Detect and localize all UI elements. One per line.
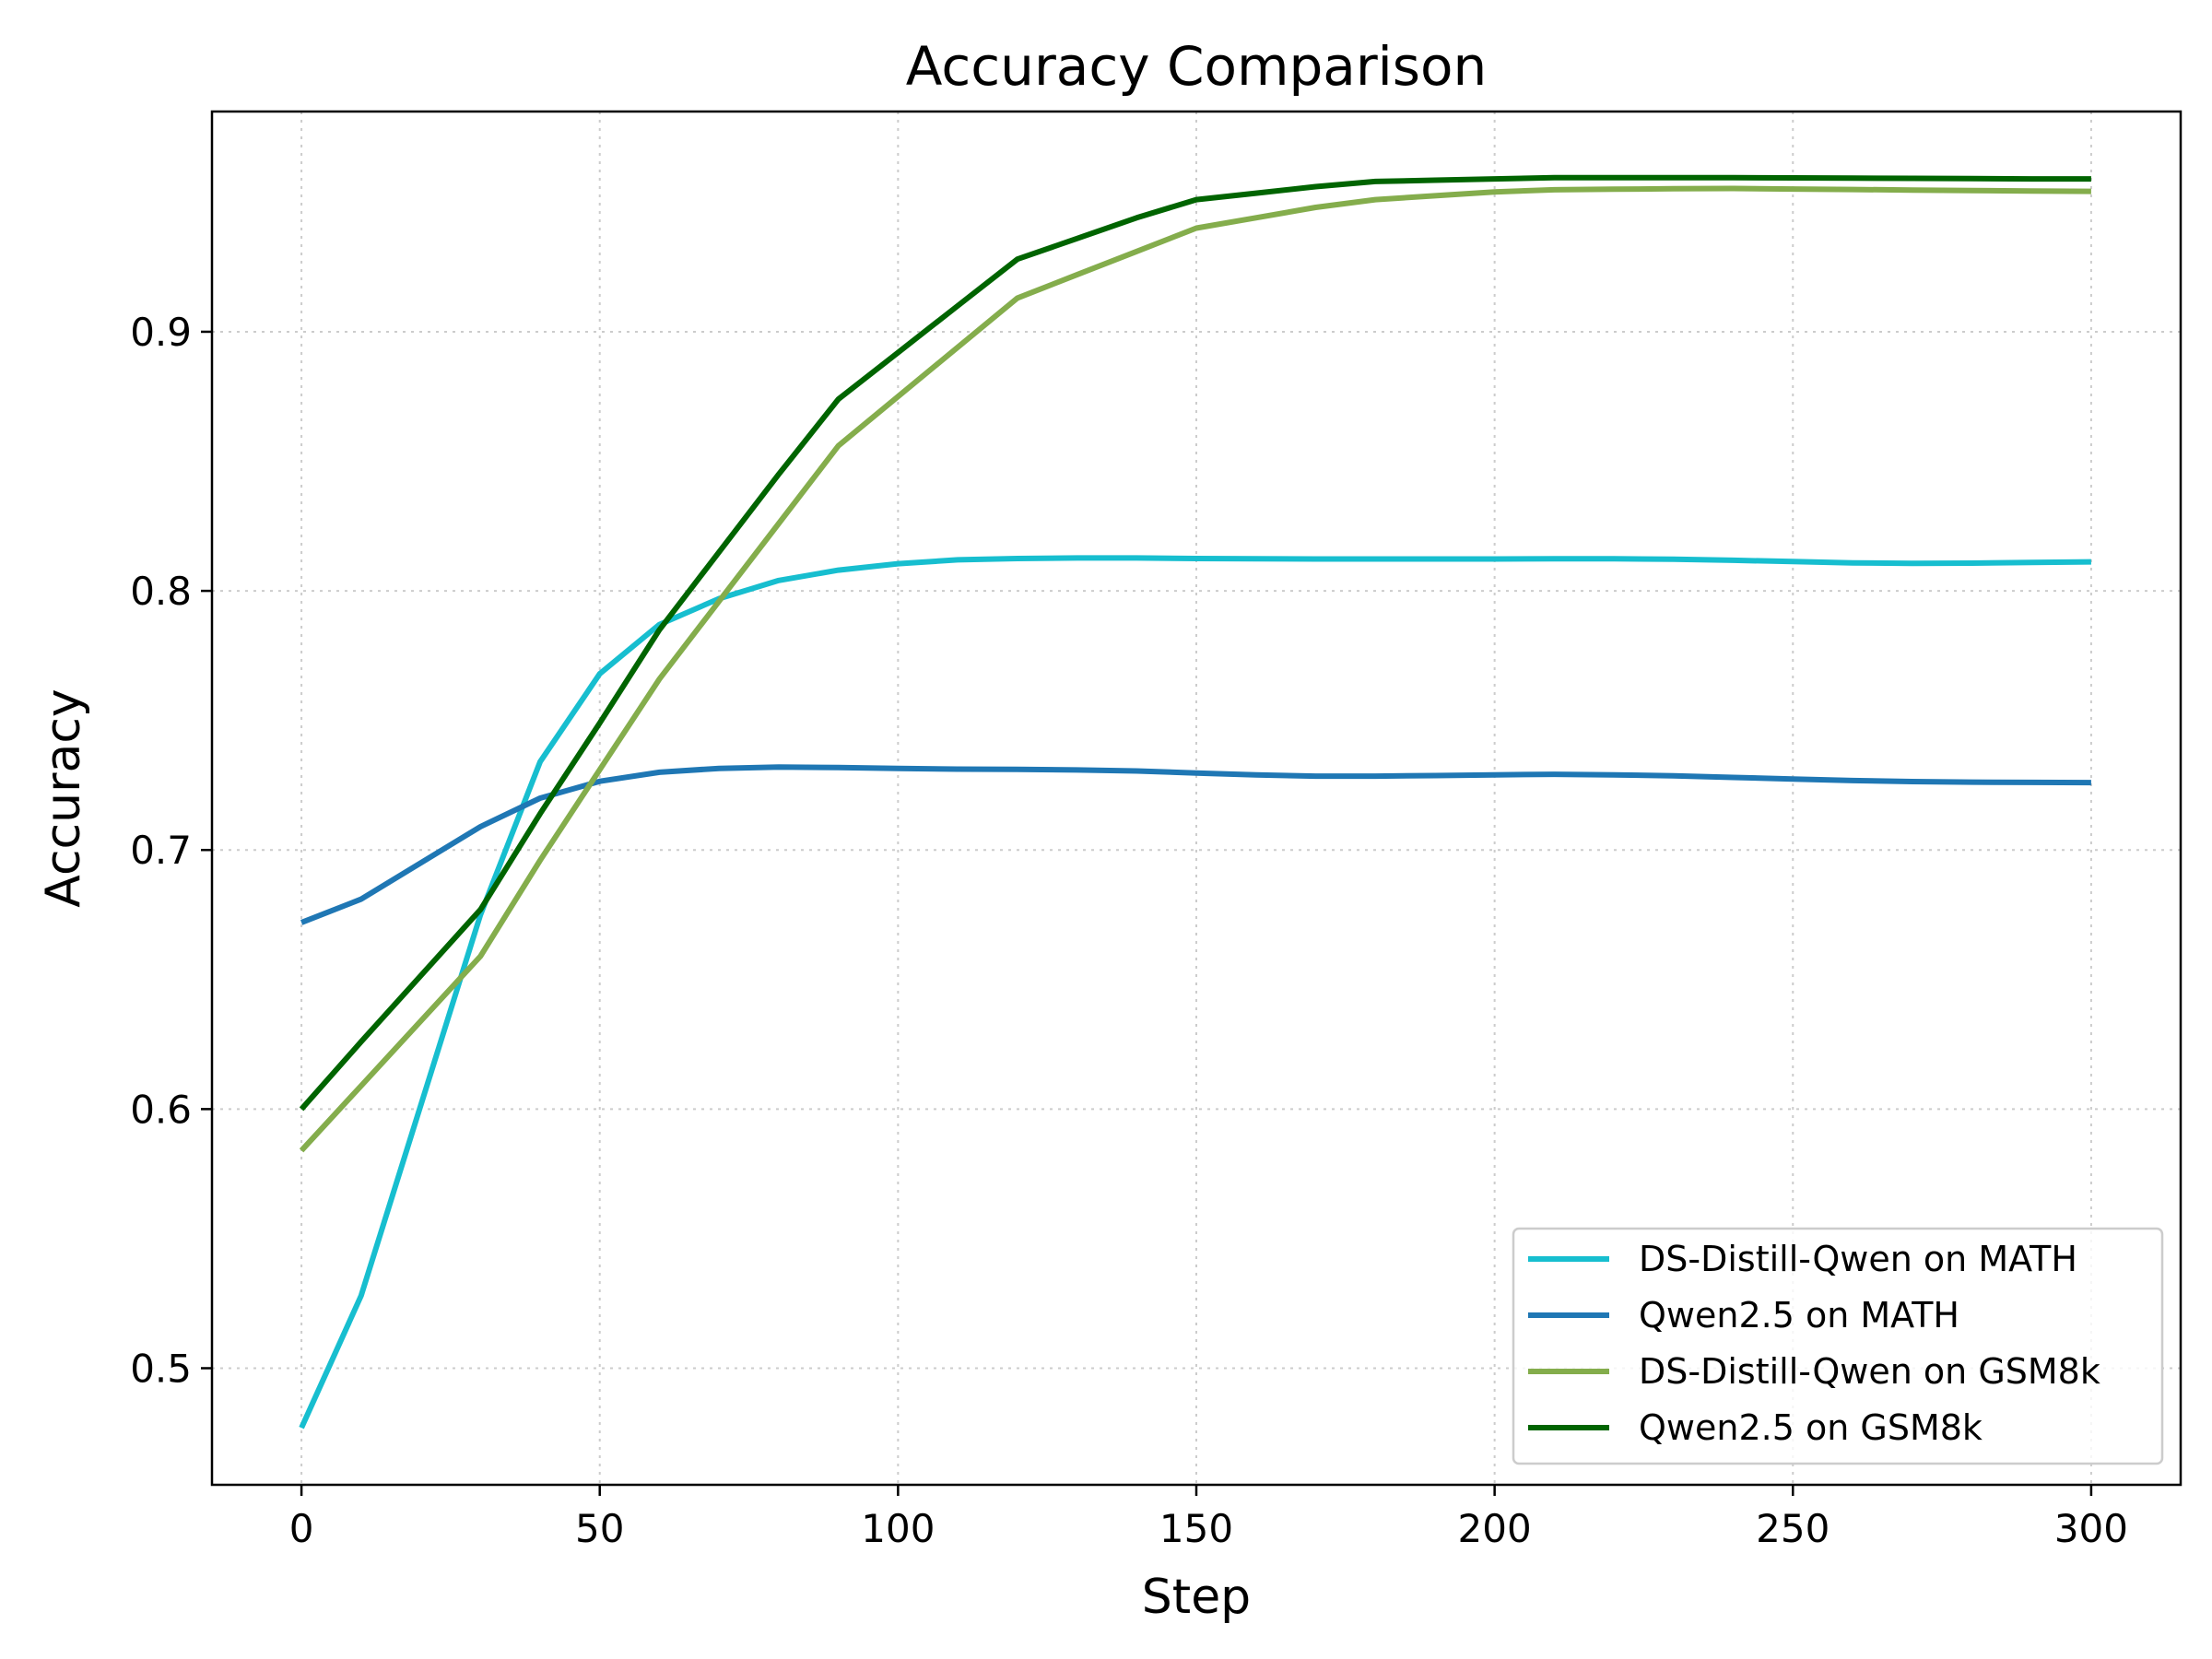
legend-label-3: DS-Distill-Qwen on GSM8k bbox=[1639, 1351, 2100, 1392]
axis-ticks: 0 50 100 150 200 250 300 0.5 0.6 0.7 0.8 0.9 bbox=[130, 310, 2128, 1551]
x-tick-label: 300 bbox=[2054, 1506, 2128, 1551]
y-tick-label: 0.5 bbox=[130, 1346, 192, 1391]
x-tick-label: 200 bbox=[1458, 1506, 1532, 1551]
legend-label-2: Qwen2.5 on MATH bbox=[1639, 1295, 1959, 1335]
x-tick-label: 250 bbox=[1756, 1506, 1830, 1551]
y-tick-label: 0.6 bbox=[130, 1087, 192, 1132]
legend-label-1: DS-Distill-Qwen on MATH bbox=[1639, 1239, 2077, 1279]
y-tick-label: 0.7 bbox=[130, 828, 192, 873]
chart-title: Accuracy Comparison bbox=[906, 35, 1488, 98]
y-tick-label: 0.8 bbox=[130, 569, 192, 614]
y-tick-label: 0.9 bbox=[130, 310, 192, 355]
series-line-4 bbox=[299, 174, 2091, 1112]
legend: DS-Distill-Qwen on MATH Qwen2.5 on MATH DS… bbox=[1512, 1227, 2164, 1465]
x-tick-label: 150 bbox=[1159, 1506, 1233, 1551]
legend-label-4: Qwen2.5 on GSM8k bbox=[1639, 1407, 1983, 1448]
x-axis-label: Step bbox=[1142, 1570, 1251, 1625]
plot-lines bbox=[299, 174, 2091, 1430]
legend-box bbox=[1512, 1227, 2164, 1465]
series-line-1 bbox=[299, 555, 2091, 1430]
y-axis-label: Accuracy bbox=[36, 688, 91, 907]
x-tick-label: 50 bbox=[575, 1506, 624, 1551]
x-tick-label: 100 bbox=[861, 1506, 935, 1551]
x-tick-label: 0 bbox=[289, 1506, 314, 1551]
series-line-2 bbox=[300, 764, 2091, 925]
series-line-3 bbox=[299, 185, 2091, 1153]
